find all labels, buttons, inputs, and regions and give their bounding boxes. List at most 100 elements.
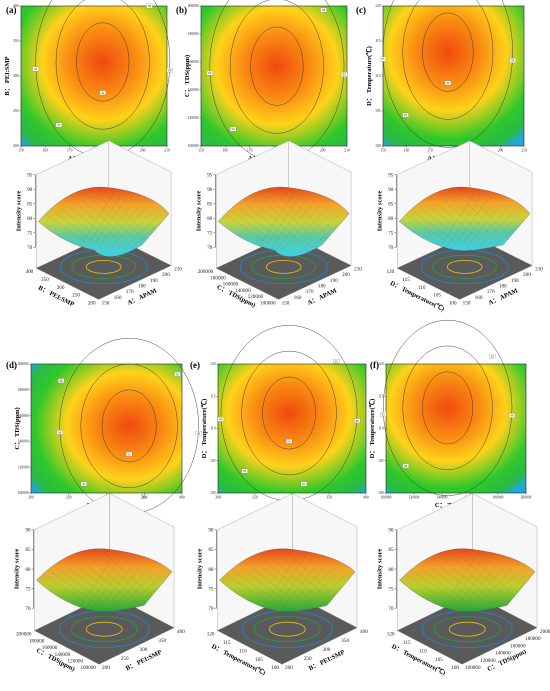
surface-mesh-line bbox=[96, 555, 139, 593]
right-tick-label: 190 bbox=[511, 278, 519, 284]
left-tick-label: 105 bbox=[435, 657, 443, 663]
contour-line bbox=[402, 345, 493, 471]
x-tick-label: 150 bbox=[380, 149, 386, 153]
y-axis-label: D： Temperature(℃) bbox=[200, 399, 208, 459]
y-axis-label: D： Temperature(℃) bbox=[368, 399, 376, 459]
surface-mesh-line bbox=[304, 215, 339, 248]
left-tick-label: 100 bbox=[451, 665, 459, 671]
surface-panel-d: 70 75 80 85 90 Intensity score 200000180000160… bbox=[14, 493, 185, 673]
z-axis-label: Intensity score bbox=[376, 191, 383, 232]
surface-mesh-line bbox=[103, 190, 145, 232]
y-axis-label: C： TDS(ppm) bbox=[184, 55, 191, 97]
x-tick-label: 350 bbox=[142, 496, 148, 500]
x-tick-label: 250 bbox=[252, 496, 258, 500]
x-tick-label: 150 bbox=[198, 149, 204, 153]
left-tick-label: 110 bbox=[419, 648, 427, 654]
x-tick-label: 250 bbox=[66, 496, 72, 500]
contour-label-box bbox=[206, 70, 213, 76]
contour-line bbox=[101, 389, 157, 463]
surface-mesh-line bbox=[275, 559, 312, 609]
heatmap-field bbox=[200, 5, 348, 147]
surface-mesh-line bbox=[414, 572, 457, 602]
right-tick-label: 150 bbox=[102, 300, 110, 306]
surface-mesh-line bbox=[258, 191, 296, 248]
surface-mesh-line bbox=[272, 197, 308, 248]
z-tick-label: 70 bbox=[27, 245, 33, 251]
z-tick-label: 75 bbox=[388, 586, 394, 592]
x-tick-label: 100000 bbox=[381, 496, 392, 500]
left-tick-label: 100000 bbox=[80, 665, 96, 671]
z-axis-label: Intensity score bbox=[15, 191, 22, 232]
y-tick-label: 200000 bbox=[18, 362, 29, 366]
surface-mesh-line bbox=[291, 208, 327, 248]
surface-mesh-line bbox=[441, 552, 480, 609]
y-tick-label: 100000 bbox=[18, 491, 29, 495]
y-tick-label: 120 bbox=[210, 362, 216, 366]
z-tick-label: 80 bbox=[388, 216, 394, 222]
surface-mesh-line bbox=[59, 208, 101, 240]
surface-mesh-line bbox=[92, 559, 129, 609]
surface-panel-e: 70 75 80 85 90 Intensity score 120 115 110 105 100… bbox=[197, 493, 368, 677]
z-tick-label: 90 bbox=[388, 528, 394, 534]
response-surface bbox=[219, 548, 356, 612]
surface-mesh-line bbox=[225, 214, 267, 243]
right-tick-label: 200 bbox=[342, 272, 350, 278]
contour-label: 85 bbox=[404, 113, 408, 117]
x-tick-label: 200 bbox=[498, 149, 504, 153]
surface-mesh-line bbox=[81, 560, 124, 596]
surface-mesh-line bbox=[105, 566, 142, 609]
z-tick-label: 80 bbox=[388, 567, 394, 573]
left-tick-label: 250 bbox=[72, 293, 80, 299]
surface-mesh-line bbox=[308, 576, 345, 609]
contour-panel-c: (c)8588888590150160170180190200210100105… bbox=[356, 0, 527, 162]
z-tick-label: 70 bbox=[208, 606, 214, 612]
surface-mesh-line bbox=[446, 194, 483, 248]
surface-mesh-line bbox=[435, 202, 477, 238]
surface-mesh-line bbox=[118, 211, 153, 248]
surface-mesh-line bbox=[239, 208, 281, 240]
y-tick-label: 180000 bbox=[18, 388, 29, 392]
left-tick-label: 140000 bbox=[235, 288, 251, 294]
surface-mesh-line bbox=[103, 552, 147, 592]
left-tick-label: 160000 bbox=[42, 645, 58, 651]
surface-mesh-line bbox=[461, 562, 499, 609]
contour-line bbox=[422, 12, 474, 92]
x-tick-label: 170 bbox=[427, 149, 433, 153]
surface-mesh-line bbox=[479, 211, 514, 248]
y-axis-label: C： TDS(ppm) bbox=[14, 407, 21, 449]
left-tick-label: 120 bbox=[386, 269, 394, 275]
surface-mesh-line bbox=[448, 556, 486, 609]
surface-mesh-line bbox=[96, 193, 137, 234]
response-surface bbox=[399, 548, 536, 612]
left-tick-label: 160000 bbox=[223, 282, 239, 288]
surface-mesh-line bbox=[232, 211, 274, 241]
surface-mesh-line bbox=[119, 572, 155, 609]
right-tick-label: 400 bbox=[177, 629, 185, 635]
right-tick-label: 200 bbox=[162, 272, 170, 278]
panel-letter: (d) bbox=[6, 360, 17, 370]
x-tick-label: 210 bbox=[164, 149, 170, 153]
right-tick-label: 150 bbox=[282, 300, 290, 306]
surface-mesh-line bbox=[276, 193, 317, 234]
contour-label-box bbox=[166, 68, 174, 73]
x-tick-label: 140000 bbox=[437, 496, 448, 500]
y-tick-label: 160000 bbox=[18, 414, 29, 418]
contour-label: 88 bbox=[219, 417, 223, 421]
x-tick-label: 170 bbox=[247, 149, 253, 153]
response-surface bbox=[218, 186, 350, 257]
contour-label: 88 bbox=[356, 419, 360, 423]
contour-label-box bbox=[285, 439, 293, 444]
right-tick-label: 140000 bbox=[495, 651, 511, 657]
z-tick-label: 95 bbox=[207, 172, 213, 178]
right-tick-label: 170 bbox=[487, 289, 495, 295]
panel-letter: (a) bbox=[6, 5, 17, 15]
left-tick-label: 100 bbox=[449, 300, 457, 306]
z-tick-label: 80 bbox=[208, 567, 214, 573]
contour-label: 88 bbox=[168, 68, 172, 72]
contour-label: 85 bbox=[382, 57, 386, 61]
x-tick-label: 120000 bbox=[409, 496, 420, 500]
surface-mesh-line bbox=[111, 208, 147, 248]
surface-mesh-line bbox=[92, 197, 128, 248]
y-axis-label: B： PEI:SMP bbox=[4, 56, 11, 95]
contour-label-box bbox=[174, 372, 181, 377]
